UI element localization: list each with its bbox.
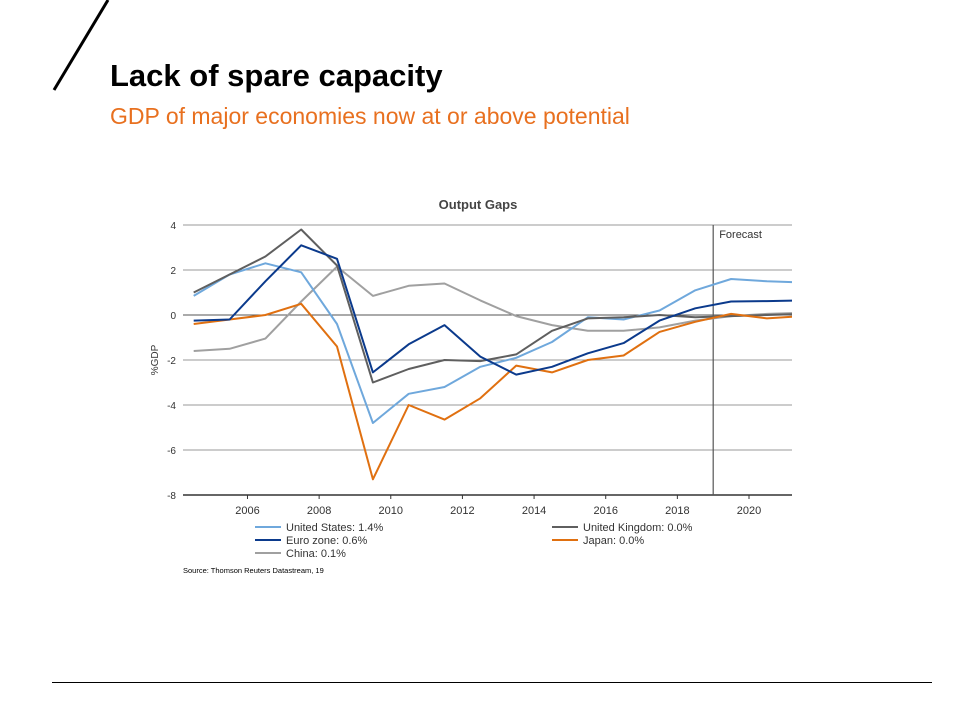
decorative-slash bbox=[52, 0, 110, 91]
y-tick-label: 0 bbox=[170, 311, 176, 322]
series-line-united-states bbox=[193, 262, 792, 424]
y-tick-label: -2 bbox=[167, 356, 176, 367]
y-tick-label: -4 bbox=[167, 401, 176, 412]
x-tick-label: 2012 bbox=[450, 505, 474, 517]
slide-title: Lack of spare capacity bbox=[110, 58, 443, 93]
x-tick-label: 2006 bbox=[235, 505, 259, 517]
x-tick-label: 2008 bbox=[307, 505, 331, 517]
x-tick-label: 2020 bbox=[737, 505, 761, 517]
y-tick-label: -8 bbox=[167, 491, 176, 502]
x-tick-label: 2014 bbox=[522, 505, 546, 517]
bottom-rule bbox=[52, 682, 932, 683]
output-gaps-chart: Output Gaps %GDP 4 2 0 -2 -4 -6 -8 2006 2008 2010… bbox=[150, 197, 792, 575]
legend-label: United Kingdom: 0.0% bbox=[583, 522, 693, 534]
y-tick-label: 4 bbox=[170, 221, 176, 232]
series-line-euro-zone bbox=[193, 244, 792, 376]
legend-label: Euro zone: 0.6% bbox=[286, 535, 368, 547]
slide-subtitle: GDP of major economies now at or above p… bbox=[110, 103, 630, 129]
source-note: Source: Thomson Reuters Datastream, 19 bbox=[183, 566, 324, 575]
chart-title: Output Gaps bbox=[439, 197, 518, 212]
x-tick-label: 2010 bbox=[379, 505, 403, 517]
x-tick-label: 2016 bbox=[593, 505, 617, 517]
y-axis-label: %GDP bbox=[150, 344, 161, 375]
legend-label: Japan: 0.0% bbox=[583, 535, 644, 547]
y-tick-label: -6 bbox=[167, 446, 176, 457]
x-tick-label: 2018 bbox=[665, 505, 689, 517]
series-line-united-kingdom bbox=[193, 228, 792, 384]
series-line-japan bbox=[193, 302, 792, 481]
legend-label: United States: 1.4% bbox=[286, 522, 383, 534]
legend-label: China: 0.1% bbox=[286, 548, 346, 560]
forecast-label: Forecast bbox=[719, 229, 762, 241]
y-tick-label: 2 bbox=[170, 266, 176, 277]
